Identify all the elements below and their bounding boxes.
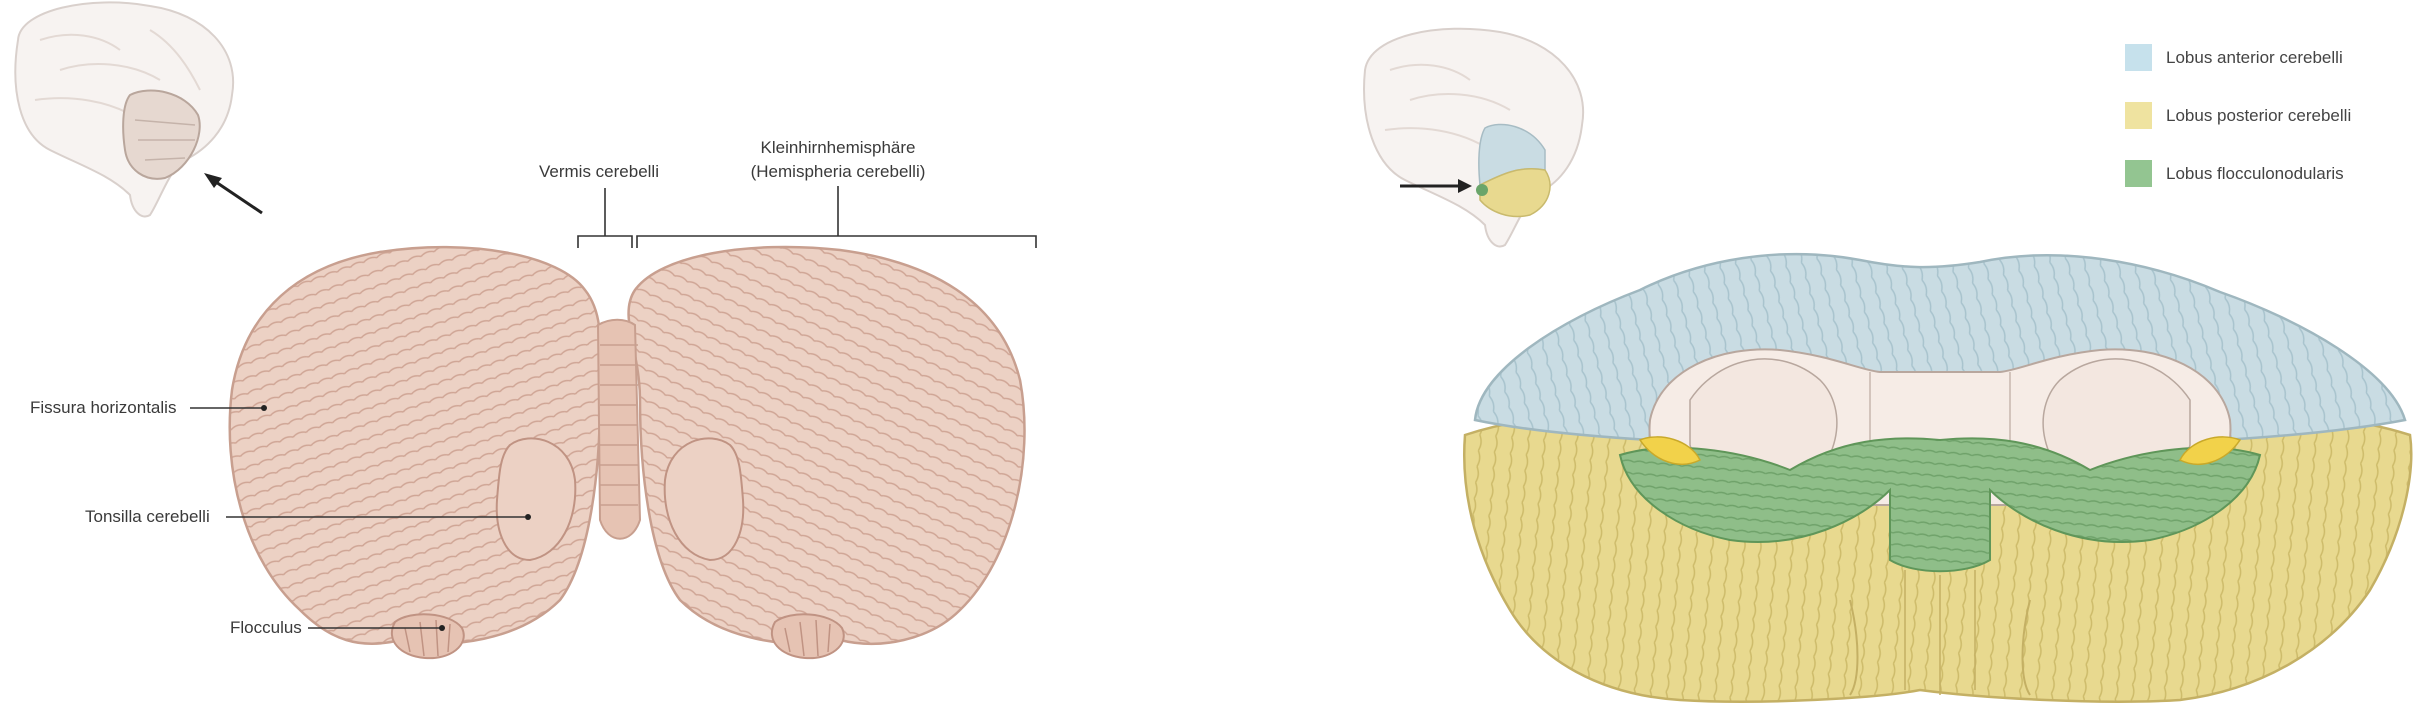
- legend-label-anterior: Lobus anterior cerebelli: [2166, 47, 2343, 67]
- label-fissura-horizontalis: Fissura horizontalis: [30, 398, 177, 417]
- legend-label-posterior: Lobus posterior cerebelli: [2166, 105, 2352, 125]
- legend-item-posterior: Lobus posterior cerebelli: [2125, 102, 2351, 129]
- label-tonsilla-cerebelli: Tonsilla cerebelli: [85, 507, 210, 526]
- brain-thumbnail-right: [1363, 27, 1585, 248]
- legend-swatch-anterior: [2125, 44, 2152, 71]
- thumbnail-arrow-left: [209, 176, 263, 215]
- brain-thumbnail-left: [14, 1, 263, 218]
- label-hemisphere-line1: Kleinhirnhemisphäre: [760, 138, 916, 157]
- legend-swatch-flocculonodular: [2125, 160, 2152, 187]
- legend-item-flocculonodular: Lobus flocculonodularis: [2125, 160, 2344, 187]
- cerebellum-posterior-view: [228, 245, 1026, 660]
- leader-lines-left: [190, 186, 1037, 631]
- legend-item-anterior: Lobus anterior cerebelli: [2125, 44, 2343, 71]
- label-flocculus: Flocculus: [230, 618, 302, 637]
- legend-swatch-posterior: [2125, 102, 2152, 129]
- label-vermis-cerebelli: Vermis cerebelli: [539, 162, 659, 181]
- label-hemisphere-line2: (Hemispheria cerebelli): [750, 162, 926, 181]
- legend-label-flocculonodular: Lobus flocculonodularis: [2166, 163, 2344, 183]
- cerebellum-inferior-view: [1463, 252, 2413, 703]
